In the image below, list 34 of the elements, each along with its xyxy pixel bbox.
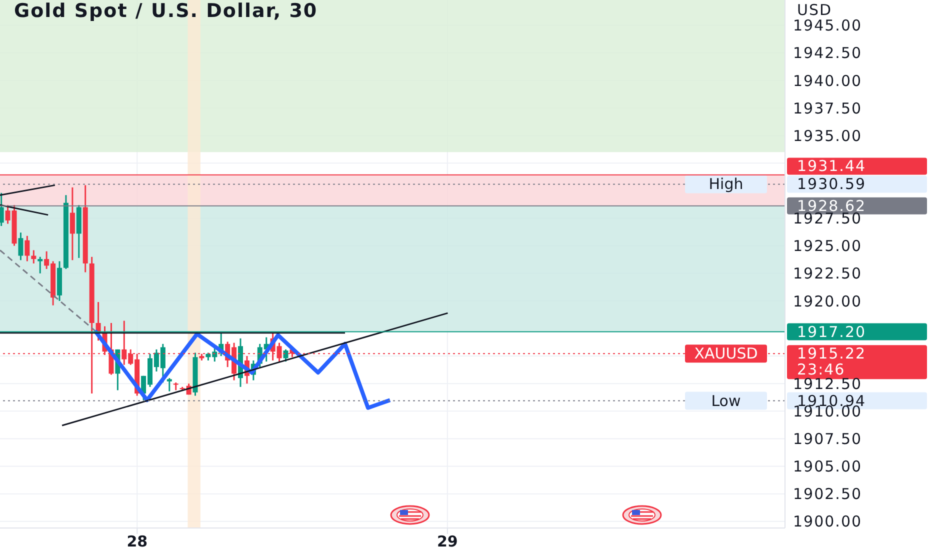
label-box: Low: [685, 392, 767, 410]
y-tick-label: 1900.00: [793, 512, 862, 531]
y-tick-label: 1905.00: [793, 458, 862, 476]
y-tick-label: 1945.00: [793, 16, 862, 35]
candlestick: [283, 348, 288, 362]
candlestick: [38, 256, 43, 274]
y-tick-label: 1937.50: [793, 99, 862, 118]
candlestick: [31, 249, 36, 264]
annotation: Low: [711, 392, 741, 410]
ref-line-label: 1917.20: [797, 322, 866, 341]
candlestick: [0, 192, 4, 227]
label-box: High: [685, 175, 767, 194]
y-tick-label: 1940.00: [793, 72, 862, 90]
candlestick: [18, 232, 24, 261]
ref-line-label: 1930.59: [797, 175, 866, 194]
x-tick-label: 28: [126, 532, 148, 550]
candlestick: [166, 377, 172, 392]
y-tick-label: 1907.50: [793, 430, 862, 448]
y-tick-label: 1920.00: [793, 292, 862, 310]
y-tick-label: 1922.50: [793, 264, 862, 283]
candlestick: [70, 186, 75, 261]
label-box: XAUUSD: [685, 344, 767, 363]
candlestick: [24, 235, 30, 262]
annotation: XAUUSD: [694, 344, 758, 363]
ref-line-label: 1915.22: [797, 344, 866, 363]
y-tick-label: 1935.00: [793, 126, 862, 145]
y-tick-label: 1925.00: [793, 237, 862, 256]
annotation: High: [708, 175, 744, 194]
y-tick-label: 1902.50: [793, 485, 862, 504]
y-axis-title: USD: [797, 1, 832, 19]
chart-title: Gold Spot / U.S. Dollar, 30: [14, 0, 318, 22]
ref-line-label: 1931.44: [797, 157, 866, 176]
y-tick-label: 1942.50: [793, 44, 862, 62]
x-tick-label: 29: [436, 532, 458, 550]
